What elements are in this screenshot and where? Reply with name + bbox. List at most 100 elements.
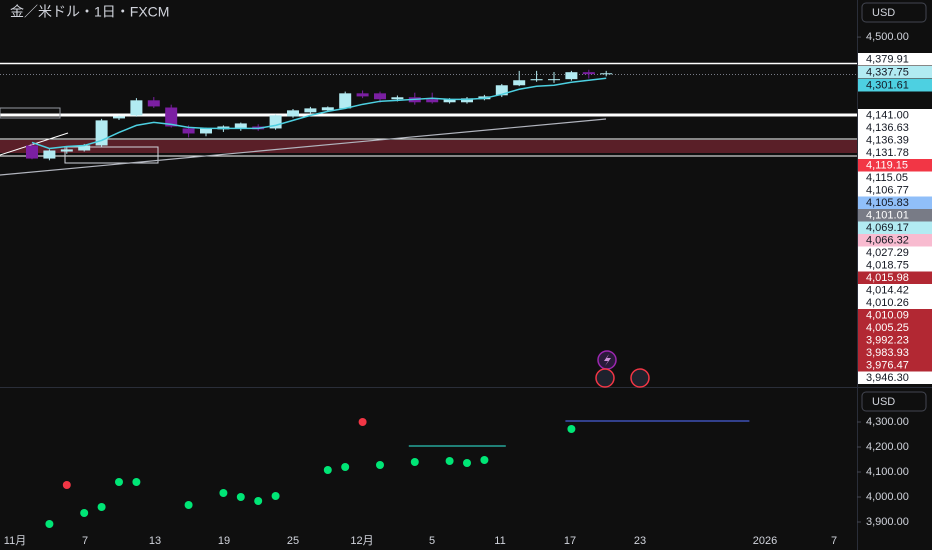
price-tag-label: 4,105.83 [866,197,909,209]
dot [358,418,367,426]
price-tag-label: 4,337.75 [866,66,909,78]
candle-body [391,97,404,100]
candle-body [600,73,613,75]
candle-body [200,128,212,134]
price-tag-label: 4,018.75 [866,259,909,271]
x-tick-label: 5 [429,535,435,547]
x-tick-label: 11月 [4,535,26,547]
candle-body [513,80,526,86]
y-tick-label: 4,500.00 [866,31,909,43]
candle-body [234,123,247,129]
event-icon[interactable] [595,368,615,388]
price-tag-label: 4,106.77 [866,184,909,196]
dot [132,478,141,486]
dot [45,520,54,528]
price-tag [858,53,932,66]
candle-body [461,98,473,103]
dot [62,481,71,489]
candle-body [287,110,299,117]
zone [0,140,857,153]
candle-body [582,72,595,75]
chart-title: 金／米ドル・1日・FXCM [10,4,169,20]
candle-body [548,79,560,81]
price-tag-label: 4,005.25 [866,322,909,334]
price-tag [858,346,932,359]
x-tick-label: 17 [564,535,576,547]
candle-body [165,107,178,127]
price-tag [858,159,932,172]
price-tag-label: 4,069.17 [866,222,909,234]
candle-body [565,72,578,80]
price-tag-label: 3,983.93 [866,347,909,359]
price-tag [858,171,932,184]
price-tag [858,359,932,372]
price-tag-label: 4,136.63 [866,122,909,134]
price-tag [858,296,932,309]
x-tick-label: 12月 [350,535,373,547]
candle-body [60,149,73,152]
y-tick-label: 4,100.00 [866,466,909,478]
price-tag [858,284,932,297]
ma-line [31,77,607,150]
currency-label: USD [872,7,895,19]
price-tag [858,246,932,259]
candle-body [530,79,543,81]
price-tag [858,221,932,234]
price-tag-label: 3,992.23 [866,334,909,346]
candle-body [426,99,439,103]
candle-body [113,116,125,119]
dot [115,478,123,486]
candle-body [495,85,508,96]
candle-body [43,150,56,159]
y-tick-label: 3,900.00 [866,516,909,528]
price-tag-label: 4,379.91 [866,53,909,65]
dot [341,463,350,471]
price-tag-label: 4,141.00 [866,109,909,121]
dot [463,459,471,467]
dot [80,509,89,517]
dot [236,493,245,501]
price-tag [858,79,932,92]
dot [219,489,228,497]
dot [271,492,280,500]
candle-body [321,107,334,111]
dot [410,458,419,466]
price-tag-label: 4,301.61 [866,79,909,91]
price-tag [858,109,932,122]
candle-body [374,93,386,100]
price-tag [858,209,932,222]
price-tag-label: 4,115.05 [866,172,908,184]
x-tick-label: 7 [82,535,88,547]
price-tag [858,134,932,147]
candle-body [443,99,456,103]
y-tick-label: 4,300.00 [866,416,909,428]
annotation-box [64,146,159,164]
price-tag [858,309,932,322]
ma-line [0,118,607,176]
currency-button[interactable] [861,391,927,412]
candle-body [26,145,38,159]
dot [445,457,454,465]
x-tick-label: 25 [287,535,299,547]
price-tag [858,146,932,159]
trend-line [0,132,69,156]
event-icon[interactable] [630,368,650,388]
price-tag [858,259,932,272]
candle-body [339,93,352,109]
price-tag-label: 4,136.39 [866,134,909,146]
box [0,107,61,119]
candle-body [182,128,195,134]
x-tick-label: 13 [149,535,161,547]
price-tag [858,234,932,247]
candle-body [130,100,143,116]
event-icons [595,350,650,388]
currency-label: USD [872,396,895,408]
price-tag-label: 4,014.42 [866,284,909,296]
price-tag-label: 4,027.29 [866,247,909,259]
price-tag [858,66,932,79]
price-tag-label: 3,976.47 [866,359,909,371]
x-tick-label: 11 [494,535,505,547]
currency-button[interactable] [861,2,927,23]
candle-body [304,108,317,113]
price-tag [858,334,932,347]
